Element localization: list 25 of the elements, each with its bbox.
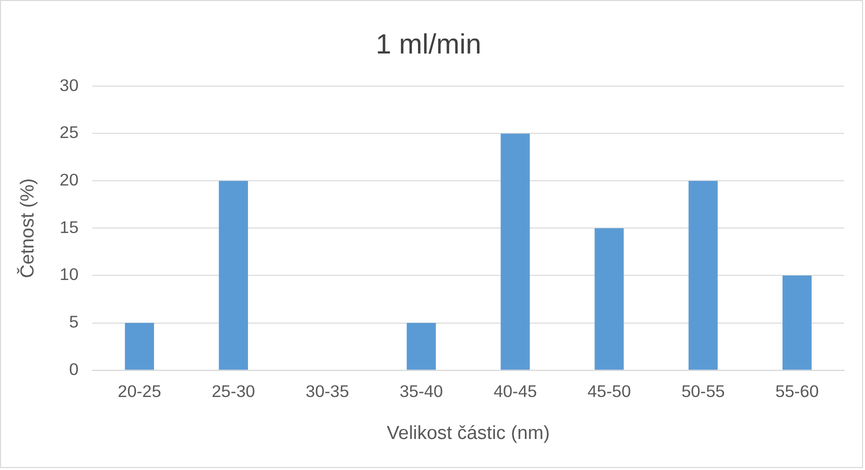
x-tick-label: 50-55 [681, 382, 725, 401]
x-axis-title: Velikost částic (nm) [386, 422, 550, 444]
x-tick-label: 55-60 [775, 382, 819, 401]
bar [218, 180, 248, 370]
bar [594, 228, 624, 370]
x-tick-label: 25-30 [212, 382, 256, 401]
x-tick-label: 20-25 [118, 382, 162, 401]
bar [406, 322, 436, 370]
x-tick-label: 35-40 [400, 382, 443, 401]
y-tick-label: 20 [60, 170, 79, 190]
y-tick-label: 0 [69, 360, 79, 379]
y-tick-label: 25 [60, 123, 79, 142]
y-tick-label: 30 [60, 76, 79, 95]
x-tick-label: 45-50 [588, 382, 631, 401]
x-tick-label: 40-45 [494, 382, 537, 401]
y-tick-label: 5 [69, 312, 79, 332]
y-tick-label: 10 [60, 265, 79, 284]
x-tick-label: 30-35 [306, 382, 350, 401]
bar [124, 322, 154, 370]
chart-title: 1 ml/min [376, 28, 482, 60]
bar [500, 134, 530, 370]
y-tick-label: 15 [60, 218, 79, 237]
y-axis-title: Četnost (%) [16, 178, 39, 278]
bar [688, 180, 718, 370]
bar [782, 276, 812, 370]
